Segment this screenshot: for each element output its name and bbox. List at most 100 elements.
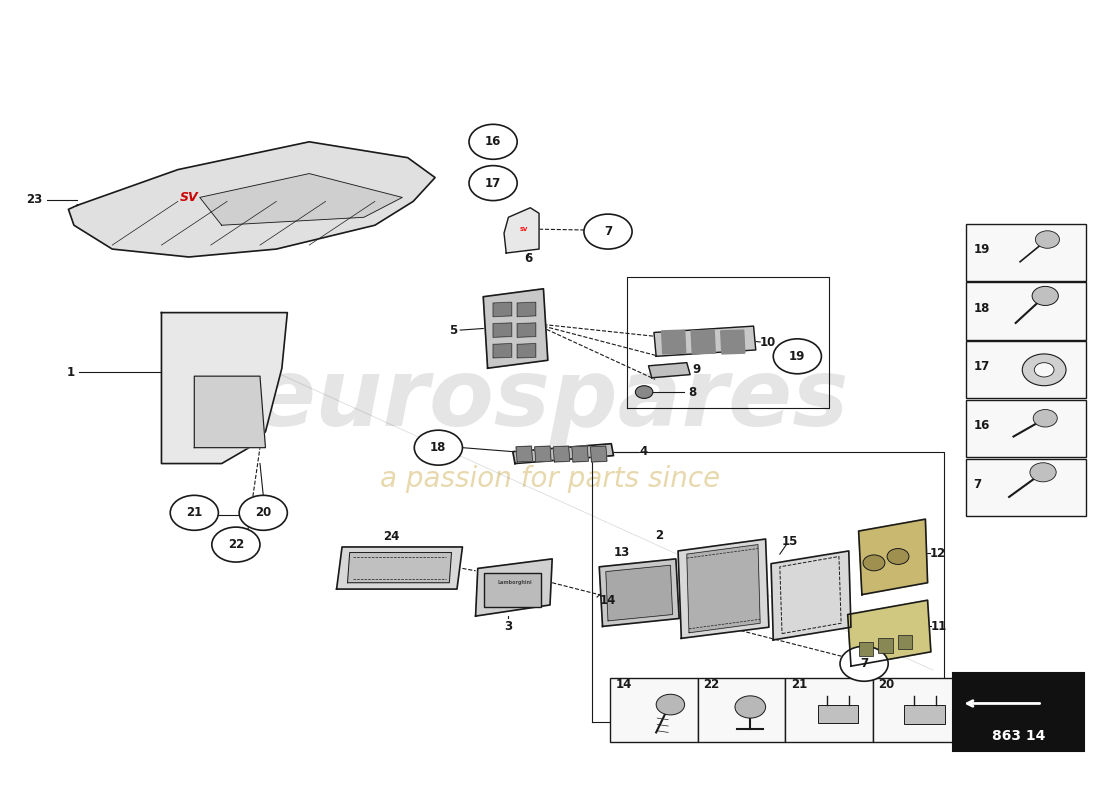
Text: SV: SV — [179, 191, 198, 204]
Text: 8: 8 — [688, 386, 696, 398]
Text: 17: 17 — [485, 177, 502, 190]
Polygon shape — [200, 174, 403, 226]
FancyBboxPatch shape — [785, 678, 873, 742]
Circle shape — [170, 495, 219, 530]
Circle shape — [864, 555, 884, 571]
Text: 5: 5 — [449, 323, 456, 337]
FancyBboxPatch shape — [966, 342, 1087, 398]
Text: SV: SV — [519, 227, 528, 233]
Polygon shape — [720, 330, 745, 354]
FancyBboxPatch shape — [610, 678, 697, 742]
FancyBboxPatch shape — [859, 642, 873, 656]
Circle shape — [212, 527, 260, 562]
Circle shape — [773, 339, 822, 374]
Text: 22: 22 — [228, 538, 244, 551]
Polygon shape — [513, 444, 614, 463]
Polygon shape — [661, 330, 685, 354]
Text: 21: 21 — [791, 678, 807, 691]
Text: 11: 11 — [931, 620, 947, 633]
Circle shape — [239, 495, 287, 530]
Text: 863 14: 863 14 — [992, 729, 1045, 743]
Text: a passion for parts since: a passion for parts since — [379, 466, 720, 494]
Text: 16: 16 — [974, 419, 990, 432]
Text: 4: 4 — [640, 445, 648, 458]
Text: 24: 24 — [383, 530, 399, 543]
Text: 12: 12 — [930, 547, 946, 560]
Text: 7: 7 — [604, 225, 612, 238]
Circle shape — [469, 166, 517, 201]
Text: 19: 19 — [789, 350, 805, 363]
Polygon shape — [337, 547, 462, 589]
Text: 20: 20 — [878, 678, 894, 691]
Polygon shape — [475, 559, 552, 616]
Text: 7: 7 — [860, 658, 868, 670]
Circle shape — [1034, 362, 1054, 377]
FancyBboxPatch shape — [953, 674, 1085, 751]
Text: 9: 9 — [692, 363, 701, 376]
FancyBboxPatch shape — [484, 573, 541, 606]
Polygon shape — [572, 446, 588, 462]
Polygon shape — [348, 553, 451, 582]
Circle shape — [469, 124, 517, 159]
Polygon shape — [517, 302, 536, 317]
Polygon shape — [517, 343, 536, 358]
Text: 18: 18 — [430, 441, 447, 454]
Text: 3: 3 — [504, 620, 513, 633]
Polygon shape — [600, 559, 679, 626]
FancyBboxPatch shape — [966, 400, 1087, 457]
Polygon shape — [68, 142, 436, 257]
Text: 14: 14 — [616, 678, 632, 691]
Circle shape — [735, 696, 766, 718]
Text: 23: 23 — [26, 194, 42, 206]
FancyBboxPatch shape — [878, 638, 892, 653]
Polygon shape — [649, 362, 690, 378]
FancyBboxPatch shape — [873, 678, 960, 742]
Text: 7: 7 — [974, 478, 981, 491]
Circle shape — [1032, 286, 1058, 306]
Polygon shape — [848, 600, 931, 666]
Text: 20: 20 — [255, 506, 272, 519]
Circle shape — [1035, 230, 1059, 248]
FancyBboxPatch shape — [966, 282, 1087, 340]
Polygon shape — [678, 539, 769, 638]
Polygon shape — [517, 323, 536, 338]
Polygon shape — [162, 313, 287, 463]
Polygon shape — [553, 446, 570, 462]
Circle shape — [636, 386, 653, 398]
Text: 18: 18 — [974, 302, 990, 314]
Circle shape — [657, 694, 684, 715]
Text: 2: 2 — [656, 529, 663, 542]
FancyBboxPatch shape — [903, 706, 945, 725]
Text: 16: 16 — [485, 135, 502, 148]
Text: 1: 1 — [67, 366, 75, 378]
Polygon shape — [516, 446, 532, 462]
FancyBboxPatch shape — [818, 706, 858, 723]
Circle shape — [840, 646, 888, 682]
Polygon shape — [504, 208, 539, 253]
Polygon shape — [195, 376, 265, 448]
Polygon shape — [859, 519, 927, 594]
Polygon shape — [483, 289, 548, 368]
Polygon shape — [493, 343, 512, 358]
Text: 10: 10 — [760, 335, 777, 349]
FancyBboxPatch shape — [966, 458, 1087, 516]
Text: 22: 22 — [703, 678, 719, 691]
Polygon shape — [654, 326, 756, 356]
Polygon shape — [493, 323, 512, 338]
Circle shape — [1030, 462, 1056, 482]
Circle shape — [415, 430, 462, 465]
Text: 6: 6 — [524, 252, 532, 265]
Text: 14: 14 — [600, 594, 616, 606]
Polygon shape — [606, 566, 672, 621]
Text: 21: 21 — [186, 506, 202, 519]
Text: eurospares: eurospares — [251, 354, 849, 446]
Text: 19: 19 — [974, 243, 990, 256]
Text: Lamborghini: Lamborghini — [497, 580, 532, 586]
Polygon shape — [686, 545, 760, 633]
Circle shape — [584, 214, 632, 249]
FancyBboxPatch shape — [966, 224, 1087, 281]
Polygon shape — [771, 551, 851, 640]
Polygon shape — [591, 446, 607, 462]
Text: 13: 13 — [614, 546, 630, 559]
FancyBboxPatch shape — [898, 635, 912, 650]
